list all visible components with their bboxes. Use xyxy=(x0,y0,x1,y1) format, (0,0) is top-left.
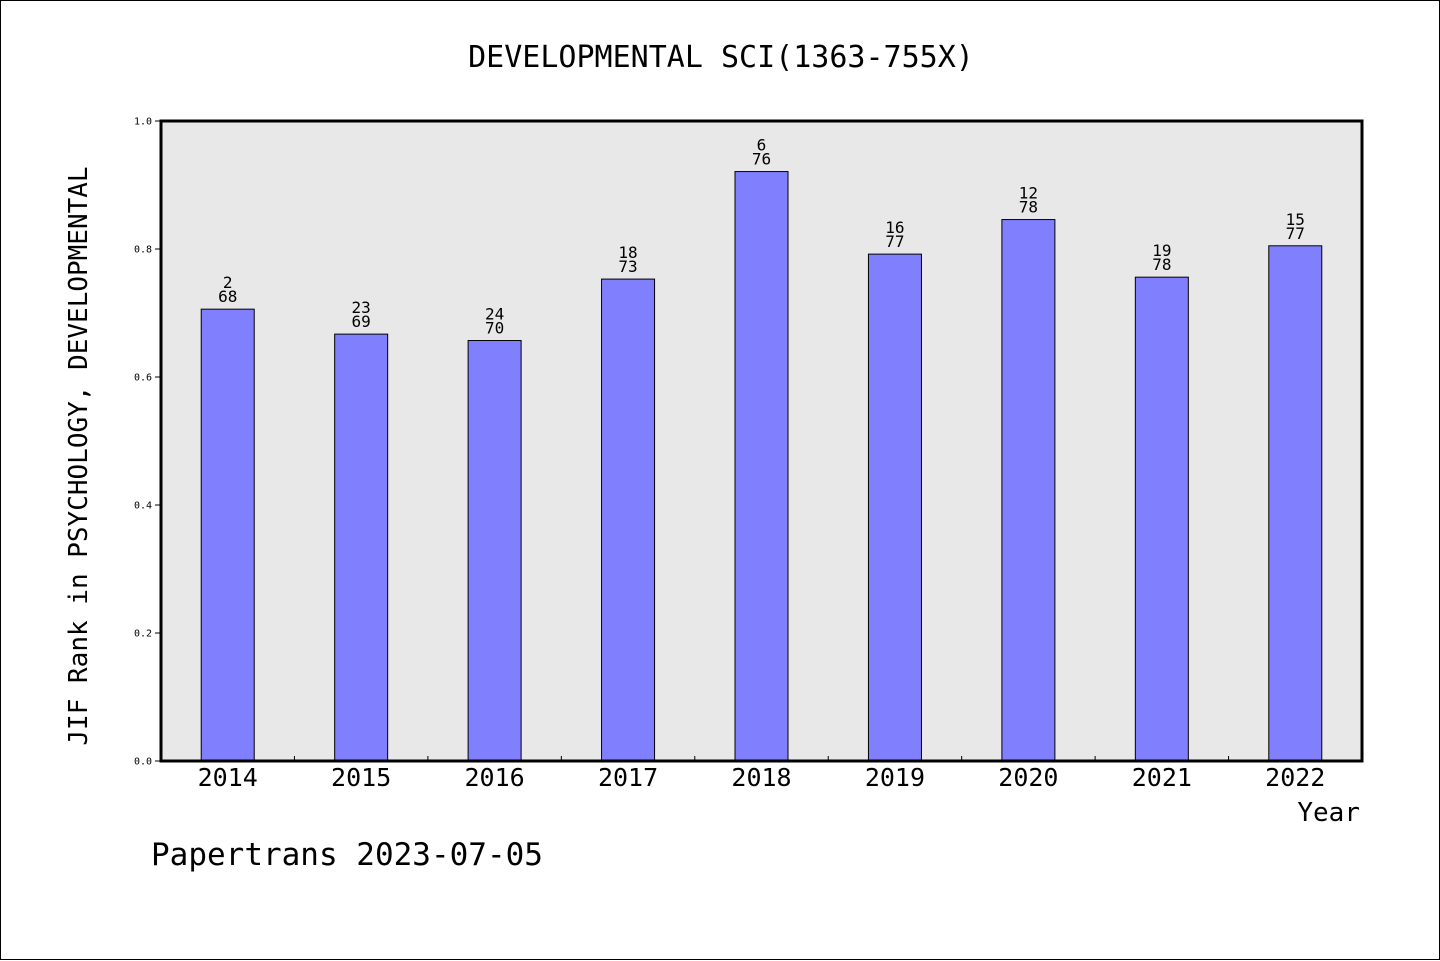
bar-rank-label-2017: 18 xyxy=(618,243,637,262)
y-tick-label: 0.8 xyxy=(134,245,152,256)
bar-2018 xyxy=(734,171,789,762)
plot-frame xyxy=(159,119,1364,763)
bar-rank-label-2019: 16 xyxy=(885,218,904,237)
bar-rank-label-2022: 15 xyxy=(1286,210,1305,229)
x-tick-label-2014: 2014 xyxy=(198,763,258,792)
x-tick-label-2016: 2016 xyxy=(465,763,525,792)
x-tick-label-2019: 2019 xyxy=(865,763,925,792)
bar-2022 xyxy=(1268,245,1323,762)
x-tick-label-2020: 2020 xyxy=(998,763,1058,792)
y-tick-label: 1.0 xyxy=(134,117,152,128)
footer-watermark: Papertrans 2023-07-05 xyxy=(151,837,543,873)
x-tick-label-2018: 2018 xyxy=(731,763,791,792)
bar-total-label-2015: 69 xyxy=(352,312,371,331)
x-tick-label-2017: 2017 xyxy=(598,763,658,792)
bar-2017 xyxy=(601,278,656,762)
y-tick-label: 0.0 xyxy=(134,757,152,768)
y-tick-label: 0.2 xyxy=(134,629,152,640)
bar-total-label-2018: 76 xyxy=(752,150,771,169)
bar-total-label-2014: 68 xyxy=(218,287,237,306)
x-tick-label-2021: 2021 xyxy=(1132,763,1192,792)
bar-2021 xyxy=(1134,276,1189,762)
bar-2016 xyxy=(467,340,522,762)
x-axis: 2014 2015 2016 2017 2018 2019 2020 2021 2022 xyxy=(198,756,1325,792)
y-tick-label: 0.4 xyxy=(134,501,152,512)
bar-2019 xyxy=(867,253,922,762)
bar-total-label-2019: 77 xyxy=(885,232,904,251)
bar-total-label-2017: 73 xyxy=(618,257,637,276)
x-tick-label-2015: 2015 xyxy=(331,763,391,792)
bar-total-label-2022: 77 xyxy=(1286,224,1305,243)
y-tick-label: 0.6 xyxy=(134,373,152,384)
bar-rank-label-2020: 12 xyxy=(1019,184,1038,203)
bar-rank-label-2014: 2 xyxy=(223,273,233,292)
y-axis-label: JIF Rank in PSYCHOLOGY, DEVELOPMENTAL xyxy=(64,166,94,745)
bar-total-label-2021: 78 xyxy=(1152,255,1171,274)
y-axis: 0.0 0.2 0.4 0.6 0.8 1.0 xyxy=(134,117,161,768)
bar-total-label-2016: 70 xyxy=(485,319,504,338)
bars-layer xyxy=(200,171,1323,762)
bar-rank-label-2016: 24 xyxy=(485,305,504,324)
x-axis-label: Year xyxy=(1297,798,1360,828)
bar-2014 xyxy=(200,308,255,762)
bar-rank-label-2015: 23 xyxy=(352,298,371,317)
bar-rank-label-2018: 6 xyxy=(757,136,767,155)
bar-2015 xyxy=(334,333,389,762)
chart-title: DEVELOPMENTAL SCI(1363-755X) xyxy=(468,40,974,75)
bar-rank-label-2021: 19 xyxy=(1152,241,1171,260)
bar-total-label-2020: 78 xyxy=(1019,198,1038,217)
bar-2020 xyxy=(1001,219,1056,762)
x-tick-label-2022: 2022 xyxy=(1265,763,1325,792)
